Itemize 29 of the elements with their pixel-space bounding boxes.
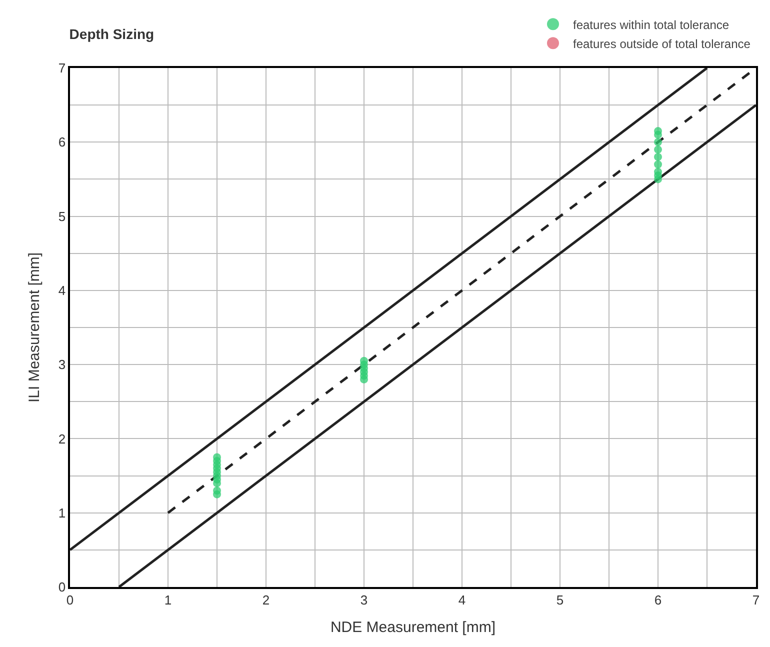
y-axis-title: ILI Measurement [mm]: [26, 252, 44, 403]
y-tick-label: 3: [58, 357, 66, 372]
x-tick-label: 6: [654, 592, 662, 608]
point: [213, 453, 221, 462]
x-tick-label: 7: [752, 592, 760, 608]
y-tick-label: 6: [58, 134, 66, 150]
legend-label: features outside of total tolerance: [573, 36, 751, 51]
y-tick-label: 1: [58, 505, 66, 520]
point: [654, 146, 662, 154]
y-tick-label: 4: [58, 282, 66, 298]
point: [654, 152, 662, 161]
point: [654, 168, 662, 176]
x-tick-label: 1: [164, 592, 172, 608]
legend-label: features within total tolerance: [573, 18, 730, 32]
point: [654, 160, 662, 168]
x-tick-label: 4: [458, 592, 466, 608]
y-tick-label: 7: [58, 60, 66, 76]
point: [654, 127, 662, 136]
x-axis-title: NDE Measurement [mm]: [330, 618, 496, 636]
point: [213, 486, 221, 495]
point: [654, 138, 662, 146]
x-tick-label: 2: [262, 592, 270, 608]
y-tick-label: 2: [58, 431, 66, 446]
x-tick-label: 3: [360, 592, 368, 608]
y-tick-label: 5: [58, 208, 66, 224]
y-tick-label: 0: [58, 580, 66, 595]
point: [360, 356, 368, 365]
chart-title: Depth Sizing: [69, 26, 154, 42]
x-tick-label: 5: [556, 592, 564, 608]
